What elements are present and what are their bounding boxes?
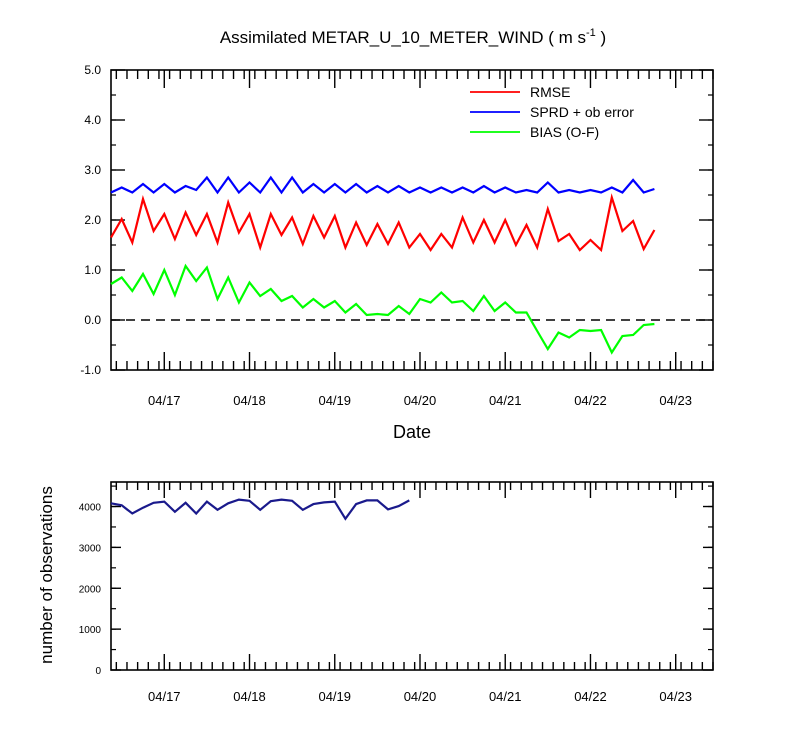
x-tick-label: 04/23 [659, 689, 692, 704]
x-tick-label: 04/19 [318, 393, 351, 408]
y-tick-label: 0 [95, 666, 101, 677]
x-tick-label: 04/18 [233, 393, 266, 408]
y-tick-label: 5.0 [84, 63, 101, 77]
x-tick-label: 04/17 [148, 393, 181, 408]
series-line-sprd-ob-error [110, 175, 655, 195]
x-tick-label: 04/23 [659, 393, 692, 408]
y-tick-label: 1000 [79, 625, 102, 636]
y-tick-label: 4000 [79, 503, 102, 514]
series-line-observations [110, 498, 410, 521]
y-tick-label: 3.0 [84, 163, 101, 177]
series-line-rmse [110, 193, 656, 253]
legend-label: SPRD + ob error [530, 104, 634, 120]
x-tick-label: 04/19 [318, 689, 351, 704]
x-tick-label: 04/17 [148, 689, 181, 704]
x-tick-label: 04/20 [404, 689, 437, 704]
legend-label: BIAS (O-F) [530, 124, 599, 140]
y-axis-label-observations: number of observations [37, 486, 56, 664]
bottom-panel: 04/17 04/18 04/19 04/20 04/21 04/22 04/23 0 1000… [79, 481, 714, 704]
y-tick-label: -1.0 [80, 363, 101, 377]
y-tick-label: 3000 [79, 543, 102, 554]
y-tick-label: 2000 [79, 584, 102, 595]
x-tick-label: 04/21 [489, 393, 522, 408]
x-tick-label: 04/22 [574, 689, 607, 704]
chart-title: Assimilated METAR_U_10_METER_WIND ( m s-… [220, 27, 606, 47]
x-tick-label: 04/20 [404, 393, 437, 408]
x-tick-label: 04/21 [489, 689, 522, 704]
series-line-bias-o-f [110, 263, 655, 355]
x-tick-label: 04/22 [574, 393, 607, 408]
y-tick-label: 4.0 [84, 113, 101, 127]
plot-frame [110, 481, 714, 671]
top-panel: 04/17 04/18 04/19 04/20 04/21 04/22 04/23 -1.0 0… [80, 63, 714, 408]
x-tick-label: 04/18 [233, 689, 266, 704]
y-tick-label: 0.0 [84, 313, 101, 327]
legend-label: RMSE [530, 84, 570, 100]
y-tick-label: 1.0 [84, 263, 101, 277]
y-tick-label: 2.0 [84, 213, 101, 227]
x-axis-label: Date [393, 422, 431, 442]
